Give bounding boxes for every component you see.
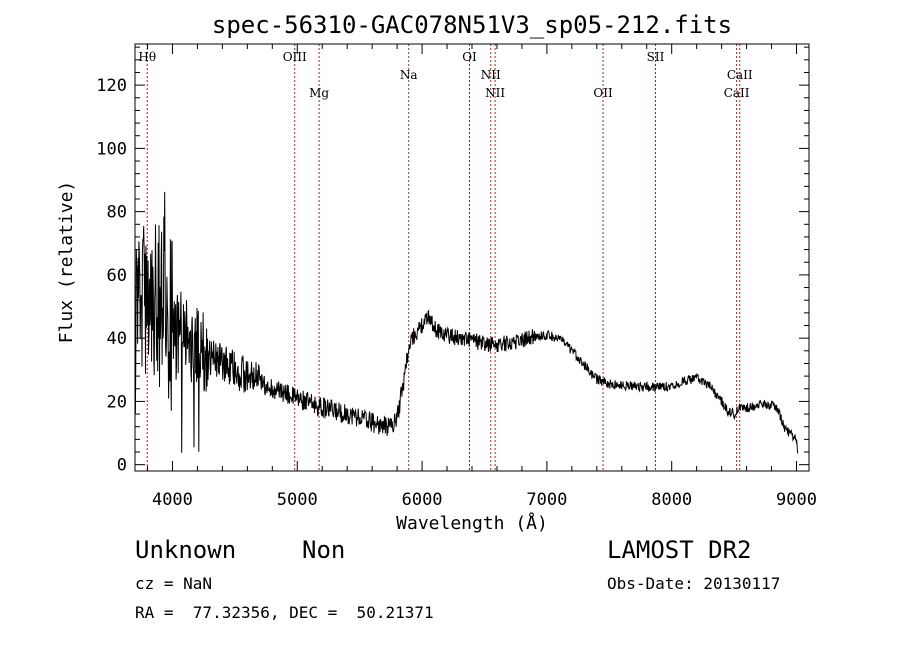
observation-date: Obs-Date: 20130117 bbox=[607, 574, 781, 593]
spectrum-series-line bbox=[134, 191, 799, 454]
object-subclass: Non bbox=[302, 536, 346, 564]
spectral-line-label: CaII bbox=[724, 86, 750, 100]
x-tick-label: 7000 bbox=[526, 490, 567, 510]
spectral-line-label: Na bbox=[400, 68, 418, 82]
spectral-line-label: OI bbox=[462, 50, 477, 64]
spectral-line-label: Mg bbox=[309, 86, 329, 100]
x-tick-label: 8000 bbox=[651, 490, 692, 510]
x-tick-label: 6000 bbox=[402, 490, 443, 510]
redshift-cz: cz = NaN bbox=[135, 574, 213, 593]
y-tick-label: 0 bbox=[117, 456, 127, 476]
y-tick-label: 100 bbox=[96, 139, 127, 159]
spectral-line-label: OII bbox=[593, 86, 613, 100]
chart-title: spec-56310-GAC078N51V3_sp05-212.fits bbox=[212, 11, 732, 39]
spectral-line-label: SII bbox=[647, 50, 665, 64]
x-tick-label: 4000 bbox=[152, 490, 193, 510]
y-tick-label: 60 bbox=[107, 266, 127, 286]
plot-frame bbox=[134, 43, 810, 472]
spectral-line-label: CaII bbox=[727, 68, 753, 82]
y-tick-label: 120 bbox=[96, 76, 127, 96]
spectral-line-markers: Hθ OIII Mg Na OI NII NII OII SII CaII CaII bbox=[138, 44, 753, 471]
ra-dec-coordinates: RA = 77.32356, DEC = 50.21371 bbox=[135, 603, 434, 622]
spectral-line-label: NII bbox=[481, 68, 501, 82]
survey-name: LAMOST DR2 bbox=[607, 536, 752, 564]
y-tick-label: 20 bbox=[107, 392, 127, 412]
spectral-line-label: OIII bbox=[283, 50, 307, 64]
spectral-line-label: Hθ bbox=[138, 50, 156, 64]
y-tick-label: 40 bbox=[107, 329, 127, 349]
x-tick-label: 5000 bbox=[277, 490, 318, 510]
x-axis-label: Wavelength (Å) bbox=[396, 512, 548, 534]
y-tick-label: 80 bbox=[107, 203, 127, 223]
tick-labels: 4000 5000 6000 7000 8000 9000 0 20 40 60 80 100 120 bbox=[96, 76, 817, 510]
y-axis-label: Flux (relative) bbox=[56, 181, 77, 344]
x-tick-label: 9000 bbox=[776, 490, 817, 510]
axis-ticks bbox=[135, 44, 809, 471]
spectral-line-label: NII bbox=[485, 86, 505, 100]
object-class: Unknown bbox=[135, 536, 237, 564]
